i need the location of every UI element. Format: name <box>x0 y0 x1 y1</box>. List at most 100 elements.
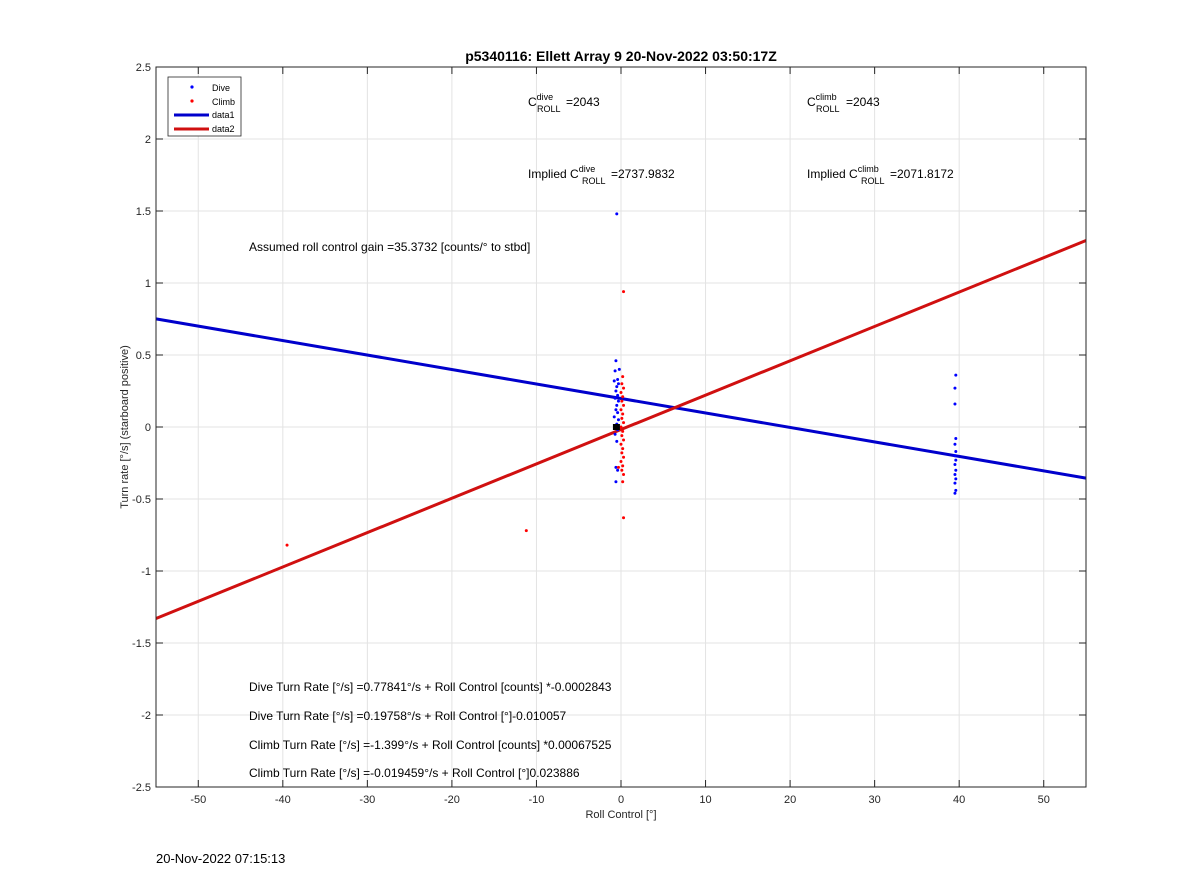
data-point-dive <box>954 449 958 453</box>
data-point-dive <box>616 411 620 415</box>
y-tick-label: -1 <box>141 566 151 578</box>
implied-climb-sup: climb <box>858 164 879 174</box>
legend-box <box>167 76 242 137</box>
x-tick-label: 10 <box>699 794 711 806</box>
fit-annotation-dive-counts: Dive Turn Rate [°/s] =0.77841°/s + Roll … <box>249 680 612 694</box>
data-point-climb <box>622 403 626 407</box>
data-point-climb <box>619 408 623 412</box>
y-tick-label: -1.5 <box>132 638 151 650</box>
data-point-climb <box>285 543 289 547</box>
x-tick-label: 0 <box>618 794 624 806</box>
x-tick-label: 30 <box>869 794 881 806</box>
data-point-climb <box>621 464 625 468</box>
data-point-dive <box>613 396 617 400</box>
y-tick-label: 0 <box>145 422 151 434</box>
implied-climb-main: C <box>849 167 858 181</box>
data-point-dive <box>614 480 618 484</box>
data-point-dive <box>612 415 616 419</box>
x-tick-label: 50 <box>1038 794 1050 806</box>
c-dive-sub: ROLL <box>537 104 561 114</box>
legend-label-data2: data2 <box>212 124 235 134</box>
axis-ticks: -50 -40 -30 -20 -10 0 10 20 30 40 50-2.5-2-1.5-1-0… <box>132 62 1086 806</box>
data-point-dive <box>954 373 958 377</box>
y-tick-label: 1 <box>145 278 151 290</box>
data-point-climb <box>621 395 625 399</box>
data-point-climb <box>622 516 626 520</box>
implied-dive-annotation: Implied Cdive ROLL =2737.9832 <box>528 164 675 186</box>
y-tick-label: -2.5 <box>132 782 151 794</box>
implied-dive-value: =2737.9832 <box>611 167 675 181</box>
fit-lines <box>155 239 1087 620</box>
data-point-dive <box>953 491 957 495</box>
implied-dive-prefix: Implied <box>528 167 570 181</box>
data-point-dive <box>615 212 619 216</box>
x-tick-label: 40 <box>953 794 965 806</box>
data-point-dive <box>616 468 620 472</box>
data-point-dive <box>616 393 620 397</box>
x-tick-label: 20 <box>784 794 796 806</box>
implied-climb-prefix: Implied <box>807 167 849 181</box>
data-point-climb <box>621 429 625 433</box>
data-point-dive <box>954 437 958 441</box>
implied-climb-sub: ROLL <box>861 176 885 186</box>
c-climb-annotation: Cclimb ROLL =2043 <box>807 92 880 114</box>
data-point-climb <box>621 480 625 484</box>
x-axis-label: Roll Control [°] <box>585 809 656 821</box>
data-point-dive <box>954 468 958 472</box>
fit-annotation-climb-degrees: Climb Turn Rate [°/s] =-0.019459°/s + Ro… <box>249 766 580 780</box>
data-point-climb <box>620 451 624 455</box>
data-point-climb <box>619 390 623 394</box>
y-tick-label: -2 <box>141 710 151 722</box>
implied-dive-sub: ROLL <box>582 176 606 186</box>
data-point-dive <box>953 454 957 458</box>
y-tick-label: 2 <box>145 134 151 146</box>
data-point-climb <box>622 421 626 425</box>
x-tick-label: -20 <box>444 794 460 806</box>
data-point-climb <box>621 447 625 451</box>
implied-climb-value: =2071.8172 <box>890 167 954 181</box>
fit-annotation-climb-counts: Climb Turn Rate [°/s] =-1.399°/s + Roll … <box>249 738 612 752</box>
data-point-climb <box>621 412 625 416</box>
c-dive-value: =2043 <box>566 95 600 109</box>
legend: Dive Climb data1 data2 <box>167 76 242 137</box>
data-point-dive <box>954 477 958 481</box>
data-point-dive <box>617 367 621 371</box>
c-dive-main: C <box>528 95 537 109</box>
legend-label-climb: Climb <box>212 97 235 107</box>
data-point-dive <box>614 359 618 363</box>
fit-line-data1 <box>155 317 1087 480</box>
c-climb-value: =2043 <box>846 95 880 109</box>
y-axis-label: Turn rate [°/s] (starboard positive) <box>119 345 131 509</box>
data-point-dive <box>616 399 620 403</box>
data-point-climb <box>620 434 624 438</box>
data-point-dive <box>613 432 617 436</box>
data-point-dive <box>953 462 957 466</box>
legend-label-dive: Dive <box>212 83 230 93</box>
data-point-climb <box>622 438 626 442</box>
x-tick-label: -10 <box>529 794 545 806</box>
data-point-dive <box>615 403 619 407</box>
data-point-climb <box>619 425 623 429</box>
data-point-climb <box>619 460 623 464</box>
data-point-dive <box>953 386 957 390</box>
gain-annotation: Assumed roll control gain =35.3732 [coun… <box>249 240 530 254</box>
fit-annotation-dive-degrees: Dive Turn Rate [°/s] =0.19758°/s + Roll … <box>249 709 567 723</box>
data-point-climb <box>616 465 620 469</box>
data-point-climb <box>620 468 624 472</box>
data-point-dive <box>613 369 617 373</box>
data-point-dive <box>616 382 620 386</box>
x-tick-label: -40 <box>275 794 291 806</box>
data-point-climb <box>622 290 626 294</box>
data-point-climb <box>524 529 528 533</box>
c-climb-main: C <box>807 95 816 109</box>
data-point-dive <box>953 442 957 446</box>
implied-dive-sup: dive <box>579 164 596 174</box>
data-point-dive <box>614 408 618 412</box>
data-point-climb <box>622 386 626 390</box>
legend-label-data1: data1 <box>212 110 235 120</box>
data-point-climb <box>621 375 625 379</box>
data-point-climb <box>622 473 626 477</box>
c-dive-sup: dive <box>537 92 554 102</box>
c-climb-sup: climb <box>816 92 837 102</box>
